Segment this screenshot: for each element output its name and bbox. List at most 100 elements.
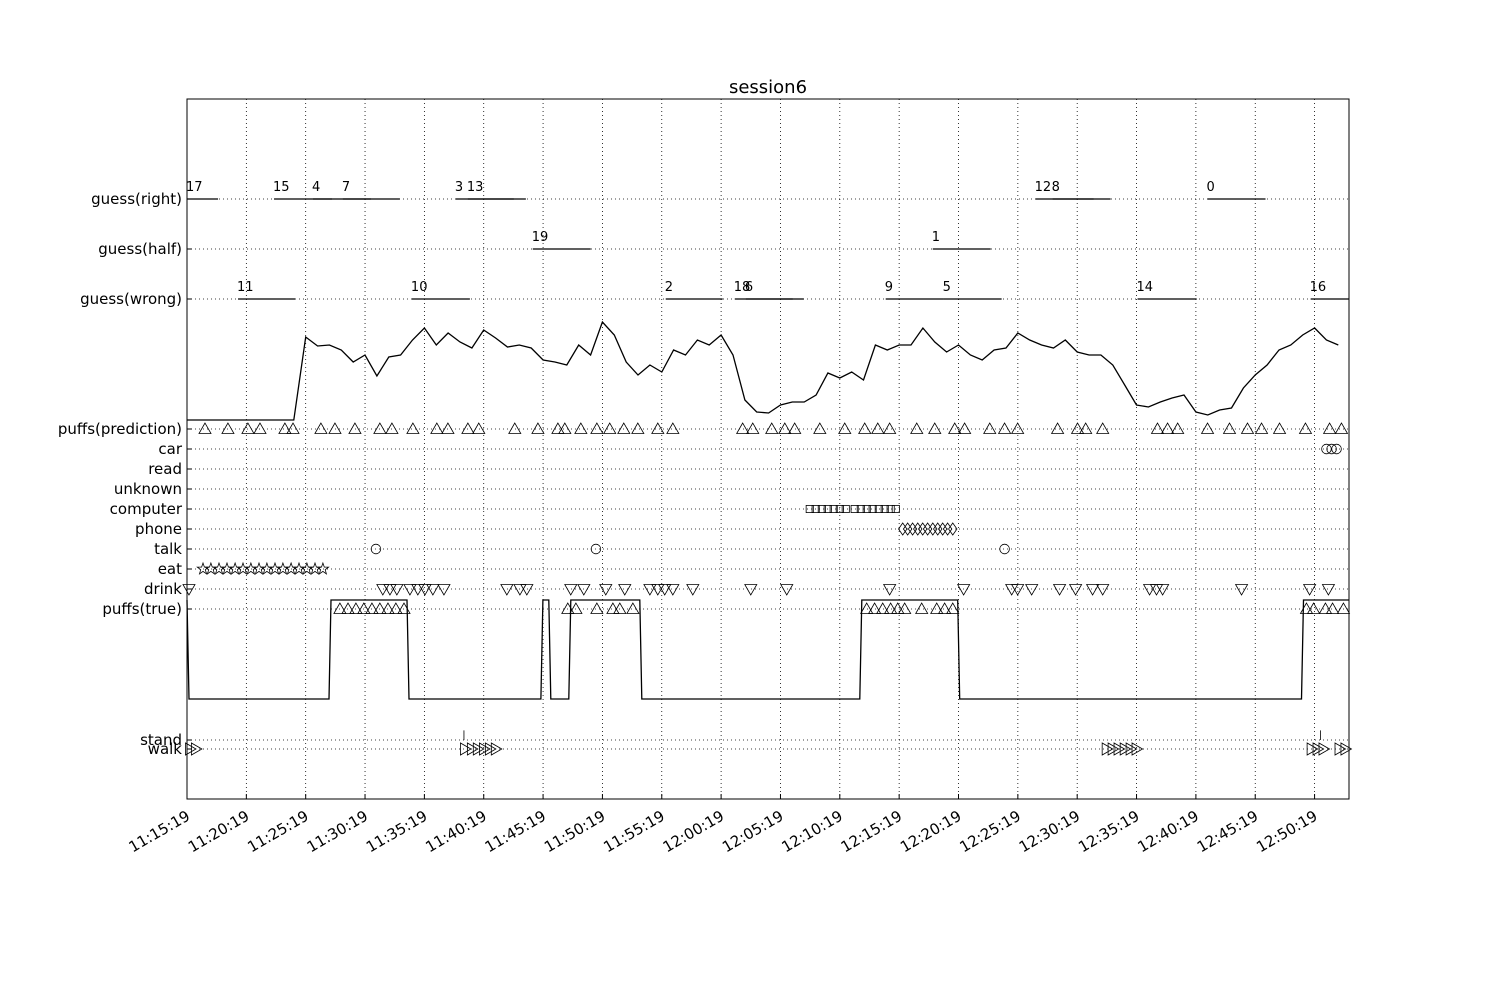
y-tick-label: drink (144, 580, 182, 598)
marker (957, 422, 972, 434)
marker (1052, 584, 1067, 596)
guess-label: 19 (532, 230, 549, 245)
marker (561, 602, 575, 614)
marker (599, 584, 613, 596)
marker (867, 602, 882, 614)
marker (948, 422, 962, 434)
y-tick-label: read (148, 460, 182, 478)
marker (278, 422, 292, 434)
marker (531, 422, 545, 434)
marker (341, 602, 355, 614)
guess-label: 11 (237, 280, 254, 295)
y-tick-label: car (158, 440, 182, 458)
marker (841, 504, 850, 513)
marker (577, 584, 591, 596)
marker (1160, 422, 1175, 434)
marker (333, 602, 347, 614)
marker (811, 504, 820, 513)
marker (1318, 742, 1331, 756)
marker (479, 742, 491, 756)
y-tick-label: puffs(true) (102, 600, 182, 618)
marker (1272, 422, 1287, 434)
marker (1222, 422, 1237, 434)
guess-label: 13 (467, 180, 484, 195)
marker (1079, 422, 1093, 434)
marker (411, 584, 425, 596)
marker (882, 422, 897, 434)
marker (1325, 602, 1340, 614)
marker (765, 422, 779, 434)
marker (898, 522, 908, 536)
marker (1302, 584, 1317, 596)
line (187, 320, 1339, 421)
marker (1322, 422, 1337, 434)
marker (1050, 422, 1065, 434)
marker (373, 602, 387, 614)
marker (1331, 443, 1342, 455)
marker (1085, 584, 1100, 596)
marker (618, 584, 632, 596)
marker (484, 742, 497, 756)
marker (1155, 584, 1170, 596)
guess-label: 12 (1035, 180, 1052, 195)
marker (1068, 584, 1083, 596)
y-tick-label: walk (148, 740, 183, 758)
marker (314, 422, 328, 434)
marker (946, 602, 960, 614)
marker (817, 504, 826, 513)
marker (221, 422, 235, 434)
y-tick-label: guess(half) (98, 240, 182, 258)
marker (1306, 602, 1321, 614)
marker (1200, 422, 1215, 434)
marker (460, 742, 472, 756)
marker (551, 422, 565, 434)
marker (868, 504, 877, 513)
marker (390, 584, 404, 596)
guess-label: 18 (734, 280, 751, 295)
marker (603, 422, 617, 434)
marker (1321, 584, 1336, 596)
marker (1334, 742, 1347, 756)
marker (403, 584, 417, 596)
marker (1070, 422, 1085, 434)
guess-label: 15 (273, 180, 290, 195)
marker (1125, 742, 1138, 756)
marker (1299, 602, 1314, 614)
marker (983, 422, 997, 434)
marker (426, 584, 440, 596)
marker (1254, 422, 1269, 434)
marker (1336, 602, 1351, 614)
marker (933, 522, 943, 536)
guess-label: 17 (186, 180, 203, 195)
marker (999, 543, 1010, 555)
marker (590, 422, 604, 434)
marker (835, 504, 844, 513)
marker (1326, 443, 1337, 455)
marker (1234, 584, 1249, 596)
marker (365, 602, 379, 614)
marker (357, 602, 371, 614)
marker (385, 422, 399, 434)
marker (1306, 742, 1319, 756)
marker (686, 584, 700, 596)
marker (513, 584, 527, 596)
marker (328, 422, 342, 434)
marker (1318, 602, 1333, 614)
marker (1096, 584, 1110, 596)
marker (871, 422, 885, 434)
marker (788, 422, 802, 434)
marker (1101, 742, 1114, 756)
marker (406, 422, 420, 434)
guess-label: 3 (455, 180, 463, 195)
marker (418, 584, 432, 596)
guess-label: 0 (1207, 180, 1215, 195)
marker (472, 742, 485, 756)
marker (1334, 422, 1349, 434)
marker (564, 584, 578, 596)
marker (466, 742, 479, 756)
marker (735, 422, 750, 434)
guess-label: 16 (1310, 280, 1327, 295)
marker (937, 602, 952, 614)
marker (666, 422, 680, 434)
